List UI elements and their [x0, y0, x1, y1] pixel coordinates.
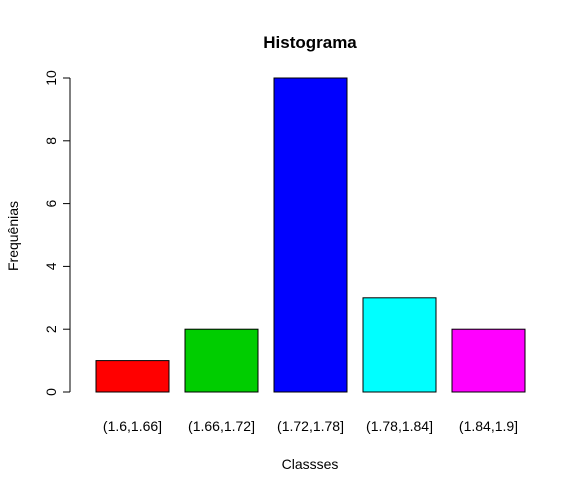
histogram-bar	[273, 77, 348, 393]
x-category-label: (1.84,1.9]	[459, 418, 518, 434]
chart-title: Histograma	[263, 33, 357, 52]
y-axis: 0 2 4 6 8 10	[43, 70, 71, 396]
y-tick-label: 6	[43, 199, 59, 207]
y-tick-label: 4	[43, 262, 59, 270]
histogram-bar	[362, 297, 437, 393]
y-tick-label: 10	[43, 70, 59, 86]
x-category-label: (1.66,1.72]	[188, 418, 255, 434]
bars	[95, 77, 526, 393]
x-category-label: (1.6,1.66]	[103, 418, 162, 434]
histogram-bar	[95, 360, 170, 393]
y-tick-label: 8	[43, 137, 59, 145]
y-tick-label: 0	[43, 388, 59, 396]
histogram-bar	[451, 328, 526, 393]
x-category-labels: (1.6,1.66] (1.66,1.72] (1.72,1.78] (1.78,1.…	[103, 418, 518, 434]
x-axis-label: Classses	[282, 456, 339, 472]
histogram-bar	[184, 328, 259, 393]
y-tick-label: 2	[43, 325, 59, 333]
y-axis-label: Frequênias	[5, 201, 21, 271]
x-category-label: (1.78,1.84]	[366, 418, 433, 434]
x-category-label: (1.72,1.78]	[277, 418, 344, 434]
